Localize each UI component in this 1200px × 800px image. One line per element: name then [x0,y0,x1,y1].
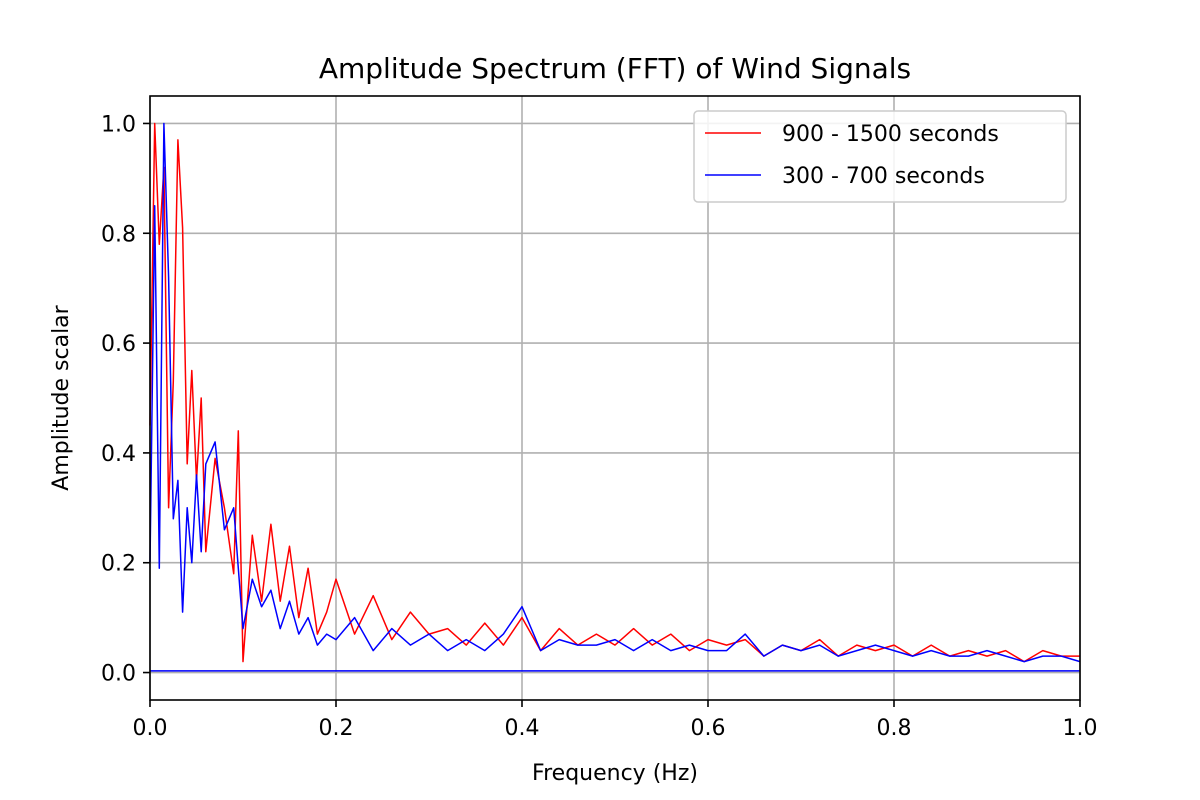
y-tick-label: 1.0 [101,112,136,137]
legend-label-series-2: 300 - 700 seconds [782,164,985,189]
legend: 900 - 1500 seconds 300 - 700 seconds [693,110,1067,203]
x-tick-label: 0.6 [691,716,726,741]
x-tick-label: 0.0 [133,716,168,741]
legend-label-series-1: 900 - 1500 seconds [782,122,999,147]
series-line-2 [149,122,1081,663]
y-tick-label: 0.8 [101,222,136,247]
y-tick-label: 0.4 [101,442,136,467]
x-tick-label: 1.0 [1063,716,1098,741]
x-tick-label: 0.4 [505,716,540,741]
x-axis-title: Frequency (Hz) [532,761,698,786]
series-line-1 [149,122,1080,663]
y-tick-label: 0.2 [101,552,136,577]
axis-ticks: 0.0 0.2 0.4 0.6 0.8 1.0 0.0 0.2 0.4 0.6 0.8 1.0 [101,112,1098,741]
legend-box [693,110,1067,203]
x-tick-label: 0.2 [319,716,354,741]
grid-lines [149,96,1081,700]
plot-area-frame [149,95,1081,701]
y-tick-label: 0.0 [101,662,136,687]
series-layer [149,122,1081,672]
chart-title: Amplitude Spectrum (FFT) of Wind Signals [319,52,911,85]
y-tick-label: 0.6 [101,332,136,357]
x-tick-label: 0.8 [877,716,912,741]
y-axis-title: Amplitude scalar [49,304,74,490]
